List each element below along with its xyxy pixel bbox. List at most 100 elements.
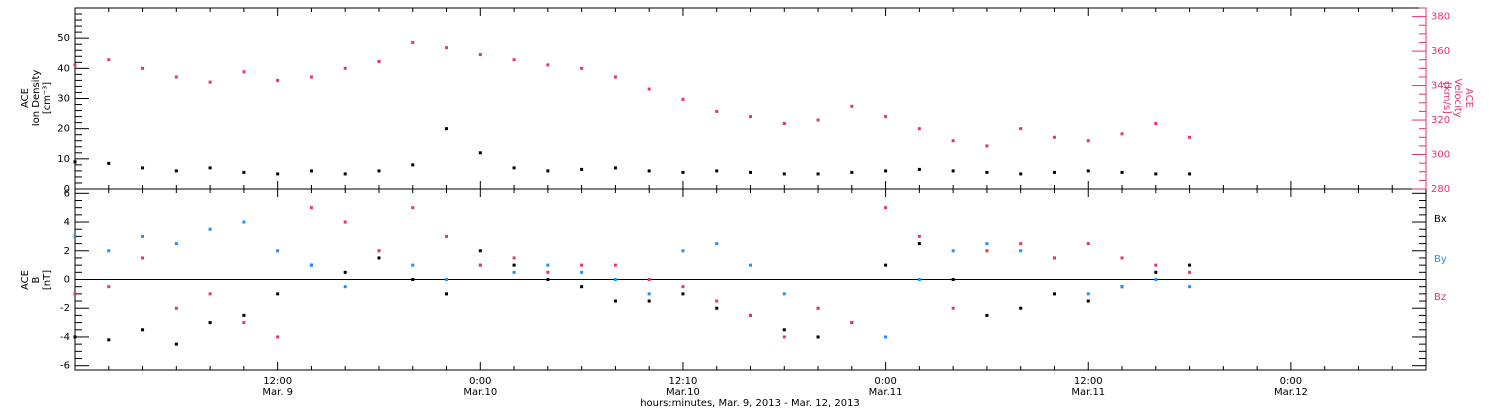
velocity-tick-label: 320 bbox=[1431, 115, 1450, 126]
density-point bbox=[1086, 169, 1090, 173]
bx-point bbox=[951, 278, 955, 281]
by-point bbox=[580, 270, 584, 274]
by-point bbox=[1019, 249, 1023, 253]
density-point bbox=[681, 170, 685, 174]
bx-point bbox=[715, 306, 719, 310]
density-tick-label: 20 bbox=[57, 124, 70, 135]
bx-point bbox=[343, 270, 347, 274]
bz-point bbox=[276, 335, 280, 339]
by-point bbox=[782, 292, 786, 296]
bx-point bbox=[647, 299, 651, 303]
bx-point bbox=[1086, 299, 1090, 303]
density-point bbox=[411, 163, 415, 167]
density-point bbox=[816, 172, 820, 176]
bz-point bbox=[715, 299, 719, 303]
by-point bbox=[884, 335, 888, 339]
density-point bbox=[782, 172, 786, 176]
field-tick-label: 4 bbox=[64, 217, 70, 228]
density-point bbox=[445, 127, 449, 131]
bz-point bbox=[1154, 263, 1158, 267]
x-tick-label-time: 12:00 bbox=[263, 376, 292, 387]
velocity-point bbox=[478, 53, 482, 57]
bx-point bbox=[478, 249, 482, 253]
density-point bbox=[512, 166, 516, 170]
bz-point bbox=[951, 306, 955, 310]
density-point bbox=[309, 169, 313, 173]
field-axis-title-line1: ACE bbox=[20, 270, 31, 290]
velocity-point bbox=[343, 66, 347, 70]
density-axis-title-line3: [cm⁻³] bbox=[42, 82, 53, 114]
by-point bbox=[917, 278, 921, 281]
bx-point bbox=[174, 342, 178, 346]
bx-point bbox=[985, 313, 989, 317]
velocity-point bbox=[1086, 139, 1090, 143]
by-point bbox=[141, 234, 145, 238]
velocity-point bbox=[985, 144, 989, 148]
velocity-axis-title-line3: [km/s] bbox=[1441, 82, 1452, 114]
density-point bbox=[242, 170, 246, 174]
bz-point bbox=[107, 285, 111, 289]
bx-point bbox=[73, 335, 77, 339]
bz-point bbox=[343, 220, 347, 224]
velocity-tick-label: 280 bbox=[1431, 184, 1450, 195]
bx-point bbox=[107, 338, 111, 342]
bx-point bbox=[917, 242, 921, 246]
velocity-point bbox=[951, 139, 955, 143]
density-point bbox=[478, 151, 482, 155]
x-tick-label-date: Mar.11 bbox=[1071, 387, 1105, 398]
x-tick-label-date: Mar.12 bbox=[1274, 387, 1308, 398]
density-point bbox=[917, 167, 921, 171]
velocity-axis-title-line2: Velocity bbox=[1452, 78, 1463, 117]
by-point bbox=[343, 285, 347, 289]
velocity-point bbox=[276, 78, 280, 82]
velocity-point bbox=[208, 80, 212, 84]
density-point bbox=[850, 170, 854, 174]
bx-point bbox=[884, 263, 888, 267]
density-point bbox=[951, 169, 955, 173]
velocity-point bbox=[1052, 135, 1056, 139]
density-point bbox=[1120, 170, 1124, 174]
field-tick-label: -4 bbox=[60, 332, 70, 343]
velocity-point bbox=[715, 109, 719, 113]
velocity-point bbox=[1154, 121, 1158, 125]
field-axis-title-line2: B bbox=[31, 276, 42, 283]
bx-point bbox=[546, 278, 550, 281]
bz-point bbox=[816, 306, 820, 310]
bz-point bbox=[445, 234, 449, 238]
bx-point bbox=[208, 321, 212, 325]
bz-point bbox=[546, 270, 550, 274]
bz-point bbox=[1052, 256, 1056, 260]
x-tick-label-date: Mar.11 bbox=[869, 387, 903, 398]
bx-point bbox=[141, 328, 145, 332]
bz-point bbox=[512, 256, 516, 260]
velocity-point bbox=[816, 118, 820, 122]
legend-by: By bbox=[1434, 254, 1447, 265]
legend-bz: Bz bbox=[1434, 292, 1446, 303]
x-tick-label-date: Mar.10 bbox=[666, 387, 700, 398]
density-point bbox=[208, 166, 212, 170]
field-tick-label: -6 bbox=[60, 361, 70, 372]
bz-point bbox=[1019, 242, 1023, 246]
by-point bbox=[1086, 292, 1090, 296]
density-axis-title-line2: Ion Density bbox=[31, 70, 42, 127]
density-point bbox=[580, 167, 584, 171]
by-point bbox=[985, 242, 989, 246]
field-tick-label: 0 bbox=[64, 275, 70, 286]
velocity-point bbox=[613, 75, 617, 79]
bz-point bbox=[141, 256, 145, 260]
density-tick-label: 40 bbox=[57, 63, 70, 74]
bz-point bbox=[73, 292, 77, 296]
bx-point bbox=[580, 285, 584, 289]
density-axis-title-line1: ACE bbox=[20, 88, 31, 108]
by-point bbox=[1120, 285, 1124, 289]
field-axis-title: ACE B [nT] bbox=[20, 270, 53, 290]
velocity-point bbox=[749, 115, 752, 119]
density-tick-label: 50 bbox=[57, 33, 70, 44]
bz-point bbox=[377, 249, 381, 253]
bx-point bbox=[1052, 292, 1056, 296]
velocity-point bbox=[681, 97, 685, 101]
density-point bbox=[1188, 172, 1192, 176]
density-tick-label: 0 bbox=[64, 184, 70, 195]
bz-point bbox=[174, 306, 178, 310]
velocity-point bbox=[107, 58, 111, 62]
